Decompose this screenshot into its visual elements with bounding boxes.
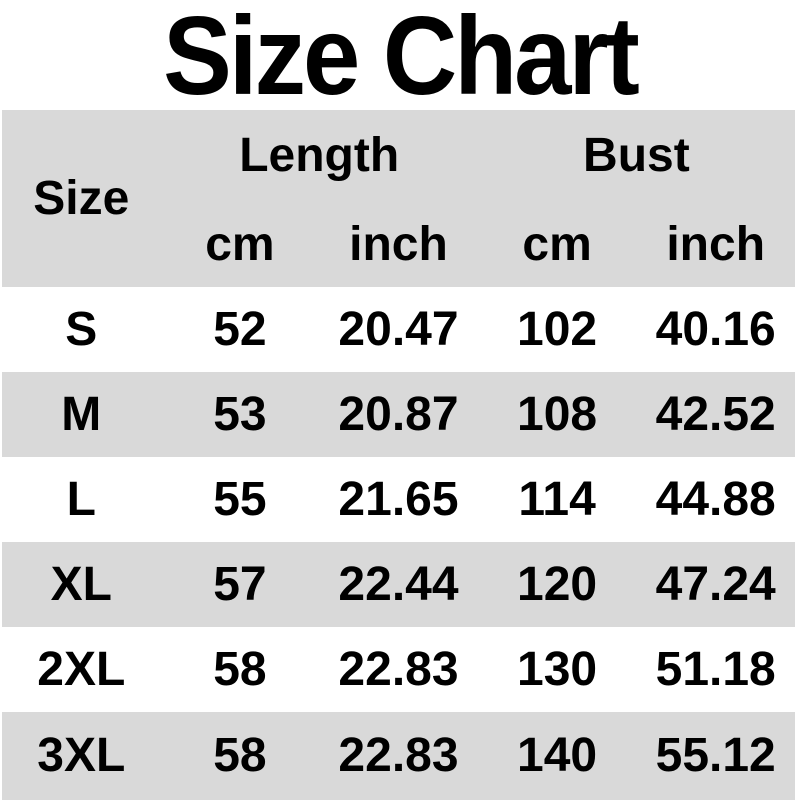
cell-size: M <box>61 387 102 441</box>
page-title: Size Chart <box>163 0 640 118</box>
cell-size: 3XL <box>37 729 126 782</box>
cell-length-inch: 20.87 <box>338 387 459 441</box>
cell-length-cm: 58 <box>213 642 267 696</box>
table-row-l: L 55 21.65 114 44.88 <box>2 457 795 542</box>
cell-length-cm: 55 <box>213 472 267 526</box>
subheader-length-cm: cm <box>160 202 320 287</box>
cell-bust-cm: 102 <box>517 302 598 356</box>
subheader-bust-inch: inch <box>636 202 795 287</box>
subheader-length-inch: inch <box>319 202 478 287</box>
cell-bust-cm: 108 <box>517 387 598 441</box>
cell-length-cm: 58 <box>213 729 267 782</box>
table-row-xl: XL 57 22.44 120 47.24 <box>2 542 795 627</box>
table-header: Size Length Bust cm inch cm inch <box>2 110 795 287</box>
cell-bust-inch: 44.88 <box>655 472 776 526</box>
header-length-cell: Length <box>160 110 478 202</box>
table-row-s: S 52 20.47 102 40.16 <box>2 287 795 372</box>
table-body: S 52 20.47 102 40.16 M 53 20.87 108 42.5… <box>2 287 795 800</box>
table-row-2xl: 2XL 58 22.83 130 51.18 <box>2 627 795 712</box>
cell-size: L <box>66 472 96 526</box>
cell-size: XL <box>50 557 112 611</box>
cell-bust-cm: 140 <box>517 729 598 782</box>
cell-bust-inch: 55.12 <box>655 729 776 782</box>
cell-length-inch: 22.83 <box>338 729 459 782</box>
cell-length-inch: 20.47 <box>338 302 459 356</box>
table-row-m: M 53 20.87 108 42.52 <box>2 372 795 457</box>
cell-bust-inch: 42.52 <box>655 387 776 441</box>
cell-length-inch: 22.83 <box>338 642 459 696</box>
cell-length-inch: 22.44 <box>338 557 459 611</box>
table-row-3xl: 3XL 58 22.83 140 55.12 <box>2 712 795 800</box>
size-chart-table: Size Length Bust cm inch cm inch S 52 20… <box>2 110 795 800</box>
cell-bust-inch: 51.18 <box>655 642 776 696</box>
header-group-row: Size Length Bust <box>2 110 795 287</box>
header-bust-cell: Bust <box>477 110 795 202</box>
cell-bust-inch: 47.24 <box>655 557 776 611</box>
cell-length-cm: 53 <box>213 387 267 441</box>
cell-length-cm: 57 <box>213 557 267 611</box>
subheader-bust-cm: cm <box>477 202 637 287</box>
cell-length-cm: 52 <box>213 302 267 356</box>
cell-bust-cm: 114 <box>518 472 596 526</box>
cell-bust-cm: 120 <box>517 557 598 611</box>
header-size-cell: Size <box>2 110 161 287</box>
cell-size: 2XL <box>37 642 126 696</box>
title-bar: Size Chart <box>0 0 800 118</box>
cell-size: S <box>65 302 98 356</box>
cell-length-inch: 21.65 <box>338 472 459 526</box>
header-unit-row: cm inch cm inch <box>2 202 795 287</box>
cell-bust-inch: 40.16 <box>655 302 776 356</box>
cell-bust-cm: 130 <box>517 642 598 696</box>
